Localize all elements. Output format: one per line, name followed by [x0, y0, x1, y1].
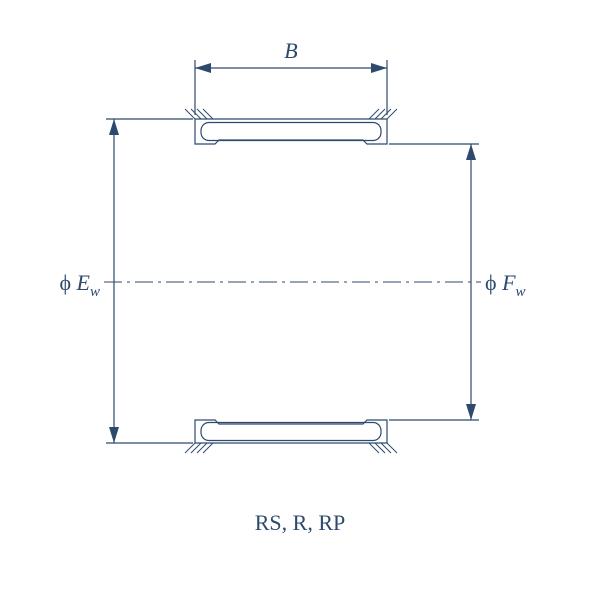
- lower-roller-element: [201, 423, 381, 441]
- label-b: B: [284, 38, 297, 63]
- label-fw: ϕ Fw: [485, 270, 526, 300]
- diagram-caption: RS, R, RP: [255, 510, 346, 535]
- upper-roller-element: [201, 123, 381, 141]
- lower-roller-outline: [195, 420, 387, 443]
- label-ew: ϕ Ew: [59, 270, 100, 300]
